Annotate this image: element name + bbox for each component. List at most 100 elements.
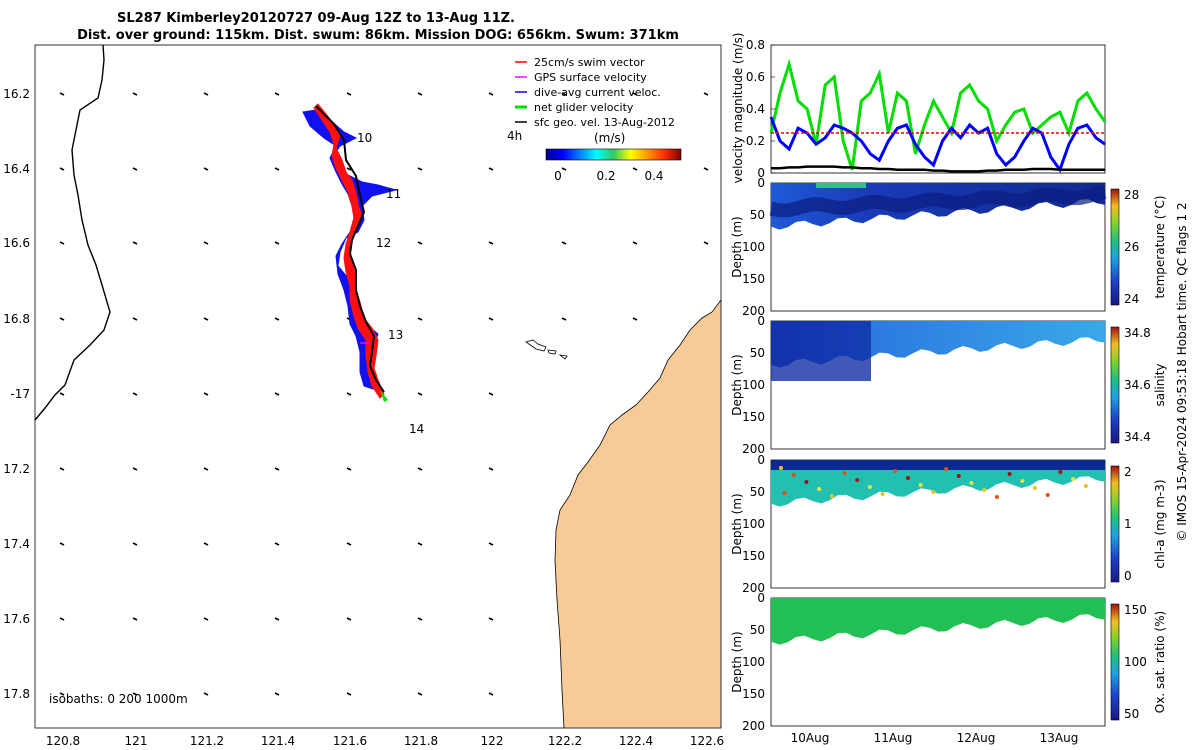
velocity-y-tick-label: 0.4 (746, 102, 765, 116)
map-x-tick-label: 122.4 (619, 734, 653, 748)
surface-vector (132, 317, 138, 321)
island (547, 349, 557, 355)
thermocline-band (769, 185, 1107, 218)
surface-vector (561, 317, 567, 321)
surface-vector (203, 692, 209, 696)
profile-y-tick-label: 100 (742, 517, 765, 531)
surface-vector (632, 241, 638, 245)
surface-vector (59, 617, 65, 621)
surface-vector (703, 241, 709, 245)
profile-ylabel: Depth (m) (730, 216, 744, 277)
profile-y-tick-label: 50 (750, 346, 765, 360)
colorbar-tick: 0.4 (644, 169, 663, 183)
profile-y-tick-label: 100 (742, 655, 765, 669)
map-x-tick-label: 122.6 (690, 734, 724, 748)
profile-colorbar-tick: 34.6 (1124, 378, 1151, 392)
profile-y-tick-label: 200 (742, 304, 765, 318)
chl-sample-dot (956, 474, 961, 478)
profile-colorbar-label: salinity (1153, 363, 1167, 406)
surface-vector (417, 317, 423, 321)
chl-sample-dot (982, 488, 987, 492)
map-panel: 10 11 12 13 14 120.8 121 121.2 121.4 121.6 12… (3, 44, 724, 748)
day-label: 10 (357, 131, 372, 145)
surface-vector (417, 617, 423, 621)
legend-entry: GPS surface velocity (534, 71, 647, 84)
profile-y-tick-label: 0 (757, 314, 765, 328)
velocity-panel: 0 0.2 0.4 0.6 0.8 velocity magnitude (m/s) (731, 33, 1107, 183)
qc-footer: © IMOS 15-Apr-2024 09:53:18 Hobart time.… (1175, 202, 1189, 541)
map-y-tick-label: -17 (10, 387, 30, 401)
surface-vector (274, 467, 280, 471)
surface-vector (132, 467, 138, 471)
map-x-tick-label: 120.8 (46, 734, 80, 748)
surface-vector (488, 241, 494, 245)
date-tick-label: 11Aug (874, 731, 913, 745)
surface-vector (203, 317, 209, 321)
map-x-tick-label: 121 (125, 734, 148, 748)
profile-y-tick-label: 150 (742, 687, 765, 701)
chl-sample-dot (829, 494, 834, 498)
map-y-tick-label: 17.6 (3, 612, 30, 626)
surface-vector (59, 317, 65, 321)
surface-vector (417, 542, 423, 546)
surface-vector (203, 467, 209, 471)
profile-panel-salinity: 0 50 100 150 200 Depth (m) 34.8 34.6 34.4 salinit… (730, 314, 1167, 456)
chl-sample-dot (880, 492, 885, 496)
surface-vector (346, 617, 352, 621)
chl-sample-dot (944, 467, 949, 471)
profile-y-tick-label: 100 (742, 378, 765, 392)
surface-vector (274, 92, 280, 96)
surface-vector (203, 241, 209, 245)
surface-vector (488, 542, 494, 546)
surface-vector (703, 92, 709, 96)
profile-colorbar-tick: 0 (1124, 569, 1132, 583)
surface-vector (203, 542, 209, 546)
profile-colorbar-tick: 2 (1124, 465, 1132, 479)
net-velocity-marker (380, 390, 388, 402)
surface-vector (346, 167, 352, 171)
surface-vector (703, 167, 709, 171)
title-line-2: Dist. over ground: 115km. Dist. swum: 86… (77, 28, 679, 43)
chl-sample-dot (1058, 470, 1063, 474)
profile-data-field (771, 460, 1105, 507)
profile-y-tick-label: 200 (742, 581, 765, 595)
profile-y-tick-label: 150 (742, 410, 765, 424)
surface-vector (561, 241, 567, 245)
surface-vector (488, 92, 494, 96)
colorbar-tick: 0.2 (596, 169, 615, 183)
profile-colorbar-tick: 26 (1124, 240, 1139, 254)
profile-colorbar (1110, 465, 1120, 583)
surface-vector (561, 92, 567, 96)
map-x-ticks: 120.8 121 121.2 121.4 121.6 121.8 122 122.2 122.… (46, 734, 724, 748)
surface-vector (132, 167, 138, 171)
chl-sample-dot (855, 478, 860, 482)
chl-sample-dot (1007, 472, 1012, 476)
surface-vector (417, 467, 423, 471)
date-tick-label: 10Aug (791, 731, 830, 745)
map-y-tick-label: 16.6 (3, 236, 30, 250)
profile-panel-temperature: 0 50 100 150 200 Depth (m) 28 26 24 temperature (… (730, 176, 1167, 318)
legend-entry: 25cm/s swim vector (534, 56, 645, 69)
isobath-legend: isobaths: 0 200 1000m (49, 692, 188, 706)
surface-vector (274, 542, 280, 546)
hours-label: 4h (507, 129, 522, 143)
velocity-y-tick-label: 0.6 (746, 70, 765, 84)
profile-ylabel: Depth (m) (730, 631, 744, 692)
surface-vector (346, 467, 352, 471)
map-x-tick-label: 121.6 (333, 734, 367, 748)
title-line-1: SL287 Kimberley20120727 09-Aug 12Z to 13… (117, 11, 515, 26)
surface-vector (59, 392, 65, 396)
map-y-ticks: 16.2 16.4 16.6 16.8 -17 17.2 17.4 17.6 17.8 (3, 87, 30, 701)
profile-colorbar-tick: 34.8 (1124, 326, 1151, 340)
profile-panel-chla: 0 50 100 150 200 Depth (m) 2 1 0 chl-a (mg m-3) (730, 453, 1167, 595)
chl-sample-dot (994, 495, 999, 499)
profile-colorbar-label: temperature (°C) (1153, 196, 1167, 299)
chl-sample-dot (779, 466, 783, 470)
chl-sample-dot (893, 469, 898, 473)
surface-vector (274, 617, 280, 621)
day-label: 13 (388, 328, 403, 342)
profile-y-tick-label: 50 (750, 623, 765, 637)
